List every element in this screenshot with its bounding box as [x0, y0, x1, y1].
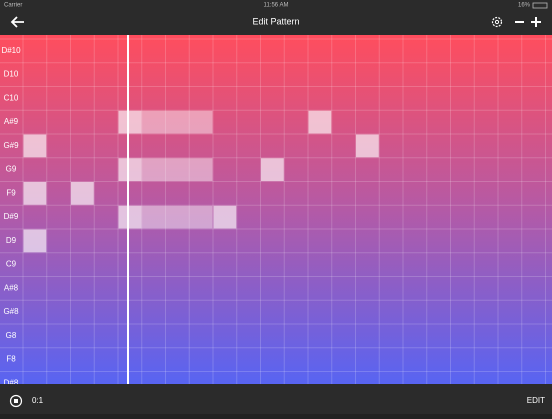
note-head [261, 158, 284, 181]
note-label: G#8 [3, 307, 19, 316]
note-label: D#8 [4, 378, 19, 387]
nav-bar [0, 0, 552, 35]
stop-ring [9, 394, 23, 408]
note [261, 158, 284, 181]
footer-bar [0, 384, 552, 414]
note-head [118, 158, 142, 181]
carrier: Carrier [4, 3, 22, 9]
note-head [23, 134, 47, 158]
stop-button[interactable] [9, 394, 23, 408]
position: 0:1 [32, 396, 44, 405]
note-label: D#9 [4, 212, 19, 221]
note-head [118, 205, 142, 229]
note-head [213, 205, 237, 229]
note [308, 110, 332, 134]
note [71, 182, 94, 205]
edit-button[interactable]: EDIT [527, 396, 545, 405]
note-label: A#9 [4, 117, 19, 126]
zoom-in-button[interactable] [531, 17, 541, 27]
clock: 11:56 AM [264, 3, 289, 9]
note-label: D#10 [1, 46, 21, 55]
note-label: G8 [6, 331, 17, 340]
note [118, 158, 213, 181]
note-head [118, 110, 142, 134]
grid-background [0, 35, 552, 384]
note [118, 110, 213, 134]
settings-button[interactable] [491, 16, 503, 28]
page-title: Edit Pattern [252, 16, 299, 26]
note-label: C10 [4, 93, 19, 102]
note [23, 182, 47, 205]
grid: D#10 D10 C10 A#9 G#9 G9 F9 D#9 D9 C9 A#8 G#8 G8 F8 D#8 [0, 35, 552, 387]
note-label: G9 [6, 165, 17, 174]
note [356, 134, 379, 158]
note-label: C9 [6, 260, 17, 269]
note [23, 134, 47, 158]
battery-icon [532, 2, 548, 9]
note-label: D9 [6, 236, 17, 245]
note [213, 205, 237, 229]
note-label: F8 [6, 355, 16, 364]
note-head [71, 182, 94, 205]
note-label: A#8 [4, 283, 19, 292]
back-button[interactable] [10, 16, 24, 28]
note-head [23, 229, 47, 253]
gear-hub [494, 19, 500, 25]
gear [491, 16, 503, 28]
note-label: D10 [4, 70, 19, 79]
note-head [356, 134, 379, 158]
stop-square [14, 399, 18, 403]
battery-level: 16% [518, 3, 531, 9]
piano-roll: D#10 D10 C10 A#9 G#9 G9 F9 D#9 D9 C9 A#8 G#8 G8 F8 D#8 [0, 35, 552, 387]
note [118, 205, 213, 229]
note-head [23, 182, 47, 205]
note-label: G#9 [3, 141, 19, 150]
note-label: F9 [6, 188, 16, 197]
note-head [308, 110, 332, 134]
note [23, 229, 47, 253]
